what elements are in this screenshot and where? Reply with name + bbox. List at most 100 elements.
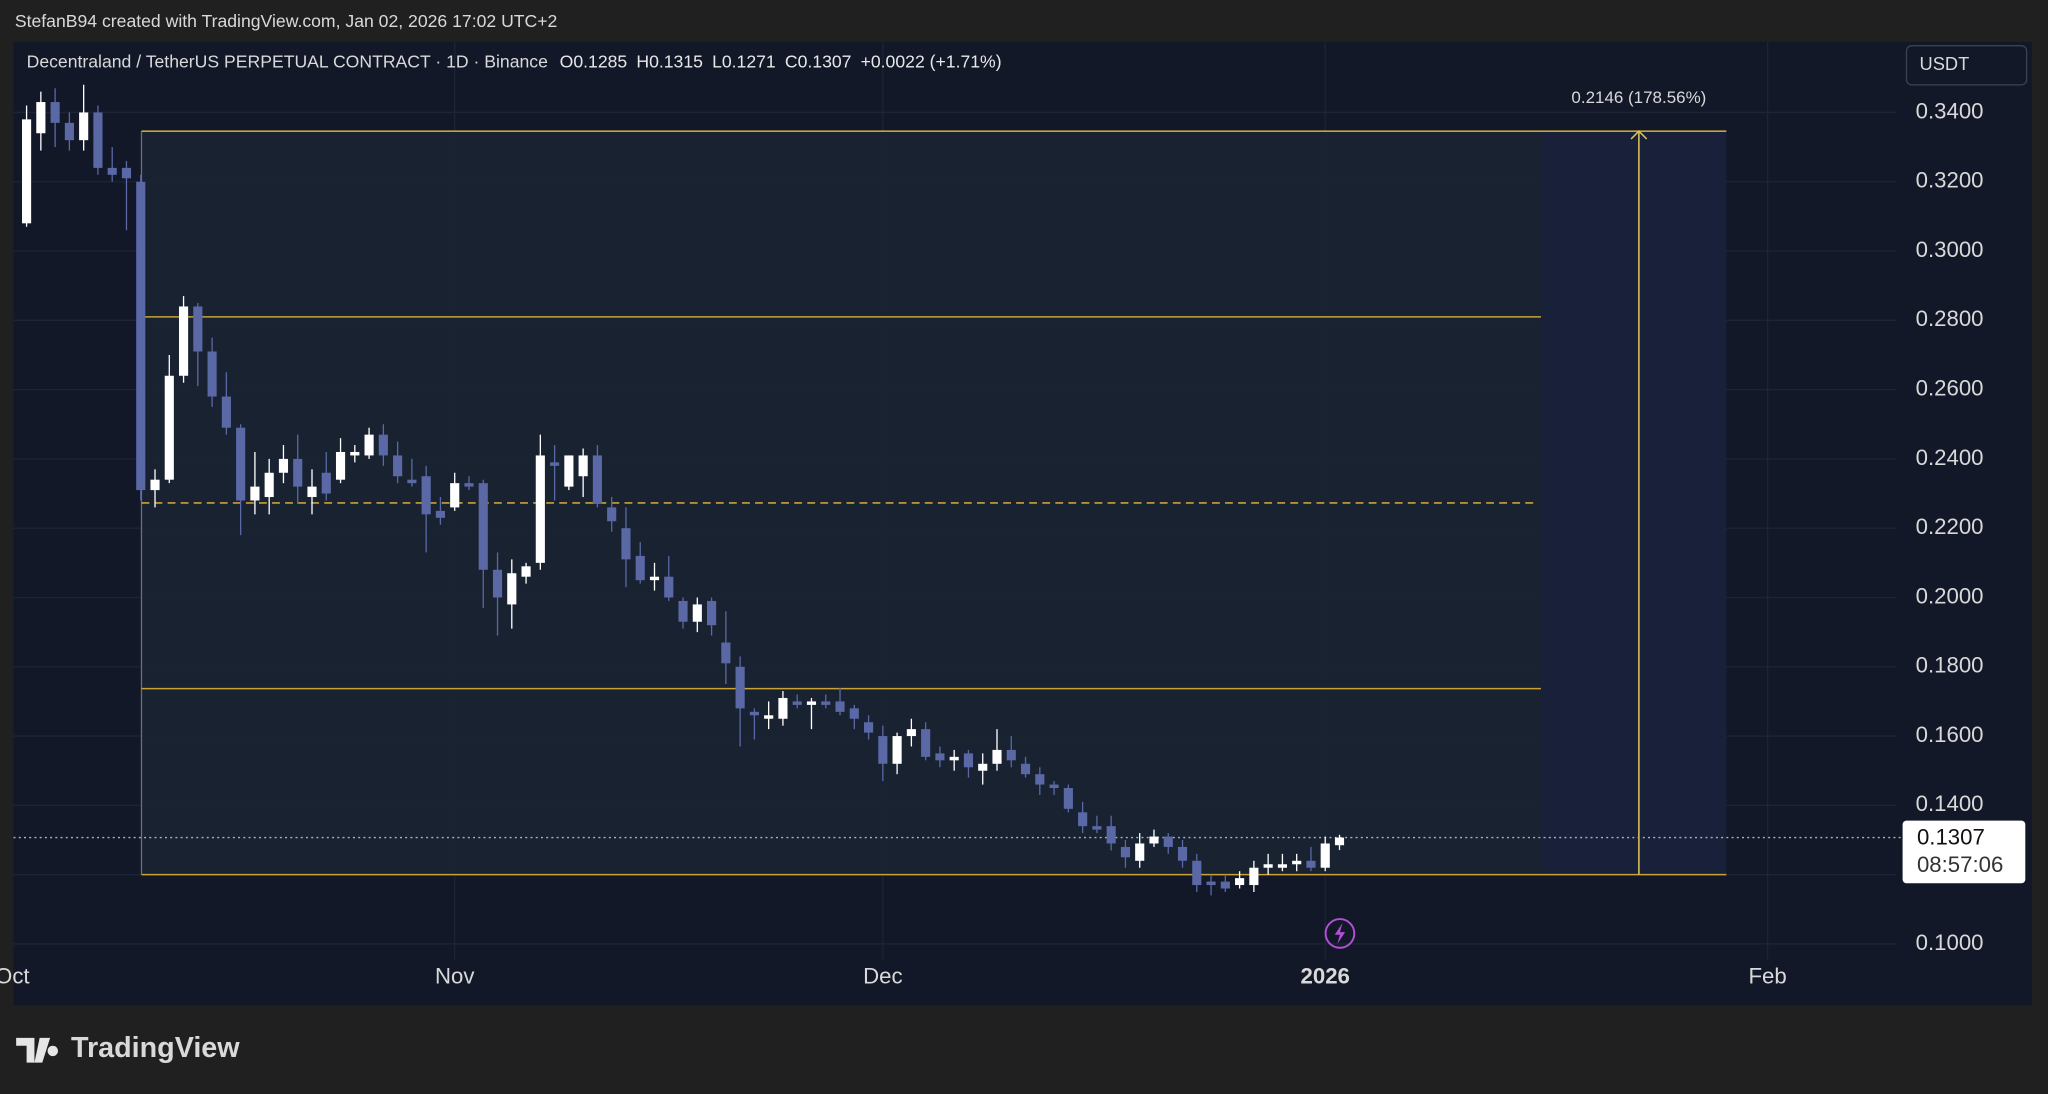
candle-body (150, 479, 160, 491)
price-tag (1902, 820, 2026, 884)
candle-body (507, 573, 517, 605)
chart-layer: 0.10000.12000.14000.16000.18000.20000.22… (0, 41, 2026, 989)
brand-name: TradingView (71, 1032, 240, 1064)
attribution: StefanB94 created with TradingView.com, … (15, 11, 557, 31)
y-tick-label: 0.3200 (1916, 168, 1984, 193)
y-tick-label: 0.1800 (1916, 653, 1984, 678)
y-tick-label: 0.2400 (1916, 445, 1984, 470)
candle-body (350, 451, 360, 456)
candle-body (407, 479, 417, 484)
candle-body (1120, 846, 1131, 858)
candle-body (492, 569, 503, 598)
candle-body (207, 351, 217, 397)
candle-body (393, 455, 403, 477)
candle-body (378, 434, 388, 456)
candle-body (992, 749, 1002, 764)
candle-body (678, 600, 688, 622)
chart-legend: Decentraland / TetherUS PERPETUAL CONTRA… (27, 51, 1002, 71)
candle-body (635, 555, 645, 581)
candle-body (806, 701, 817, 705)
y-tick-label: 0.1000 (1916, 930, 1984, 955)
candle-body (1035, 774, 1045, 785)
brand-logo: TradingView (16, 1032, 240, 1064)
candle-body (121, 167, 132, 179)
y-tick-label: 0.3400 (1916, 98, 1984, 123)
candle-body (1263, 864, 1273, 868)
x-tick-label: Feb (1749, 964, 1787, 989)
candle-body (692, 604, 702, 622)
y-tick-label: 0.2000 (1916, 583, 1984, 608)
candle-body (835, 701, 845, 712)
currency-button[interactable] (1905, 45, 2028, 86)
candle-body (50, 102, 60, 123)
candle-body (535, 455, 545, 563)
candle-body (707, 600, 717, 626)
y-tick-label: 0.2600 (1916, 375, 1984, 400)
currency-label: USDT (1920, 53, 1970, 74)
candle-body (935, 753, 945, 761)
candle-body (293, 458, 303, 487)
candle-body (1006, 749, 1016, 761)
candle-body (1292, 860, 1302, 865)
candle-body (307, 486, 317, 498)
candle-body (749, 711, 759, 716)
candle-body (178, 306, 189, 376)
price-tag-countdown: 08:57:06 (1917, 852, 2003, 877)
measure-area (1540, 131, 1727, 875)
x-tick-label: Oct (0, 964, 30, 989)
candle-body (607, 507, 617, 522)
candle-body (863, 722, 874, 733)
candle-body (949, 756, 959, 761)
event-bolt (1334, 922, 1346, 944)
y-tick-label: 0.3000 (1916, 237, 1984, 262)
candle-body (1106, 826, 1116, 844)
candle-body (963, 753, 974, 768)
x-tick-label: 2026 (1301, 964, 1350, 989)
legend-item: O0.1285 (560, 51, 628, 71)
event-icon[interactable] (1324, 918, 1356, 949)
candle-body (1163, 836, 1173, 847)
candle-body (1078, 812, 1088, 827)
candle-body (1320, 843, 1330, 868)
candle-body (278, 458, 289, 473)
candle-body (735, 666, 745, 709)
candle-body (649, 576, 660, 581)
legend-item: H0.1315 (636, 51, 703, 71)
x-tick-label: Dec (863, 964, 902, 989)
candle-body (1192, 860, 1202, 886)
candle-body (364, 434, 374, 456)
candle-body (1306, 860, 1316, 868)
candle-body (578, 455, 588, 477)
candle-body (550, 462, 560, 466)
measure-label: 0.2146 (178.56%) (1571, 88, 1706, 107)
candle-body (792, 701, 802, 705)
legend-item: Decentraland / TetherUS PERPETUAL CONTRA… (27, 51, 549, 71)
candle-body (1206, 881, 1216, 886)
measure-arrow (1630, 130, 1648, 140)
candle-body (421, 476, 431, 515)
candle-body (1135, 843, 1145, 861)
candle-body (107, 167, 117, 175)
candle-body (778, 697, 788, 719)
candle-body (236, 427, 246, 501)
candle-body (193, 306, 203, 352)
legend-item: +0.0022 (+1.71%) (861, 51, 1002, 71)
candle-body (1049, 784, 1059, 789)
candle-body (435, 510, 446, 518)
candle-body (1020, 763, 1031, 775)
y-tick-label: 0.2800 (1916, 306, 1984, 331)
candle-body (892, 736, 902, 764)
candle-body (878, 736, 888, 764)
candle-body (22, 119, 32, 224)
candle-body (592, 455, 602, 504)
candle-body (335, 451, 346, 480)
candle-body (621, 528, 631, 560)
candle-body (1177, 846, 1188, 861)
candle-body (1063, 788, 1073, 809)
y-tick-label: 0.2200 (1916, 514, 1984, 539)
x-tick-label: Nov (435, 964, 475, 989)
candle-body (1092, 826, 1102, 830)
candle-body (821, 701, 831, 705)
